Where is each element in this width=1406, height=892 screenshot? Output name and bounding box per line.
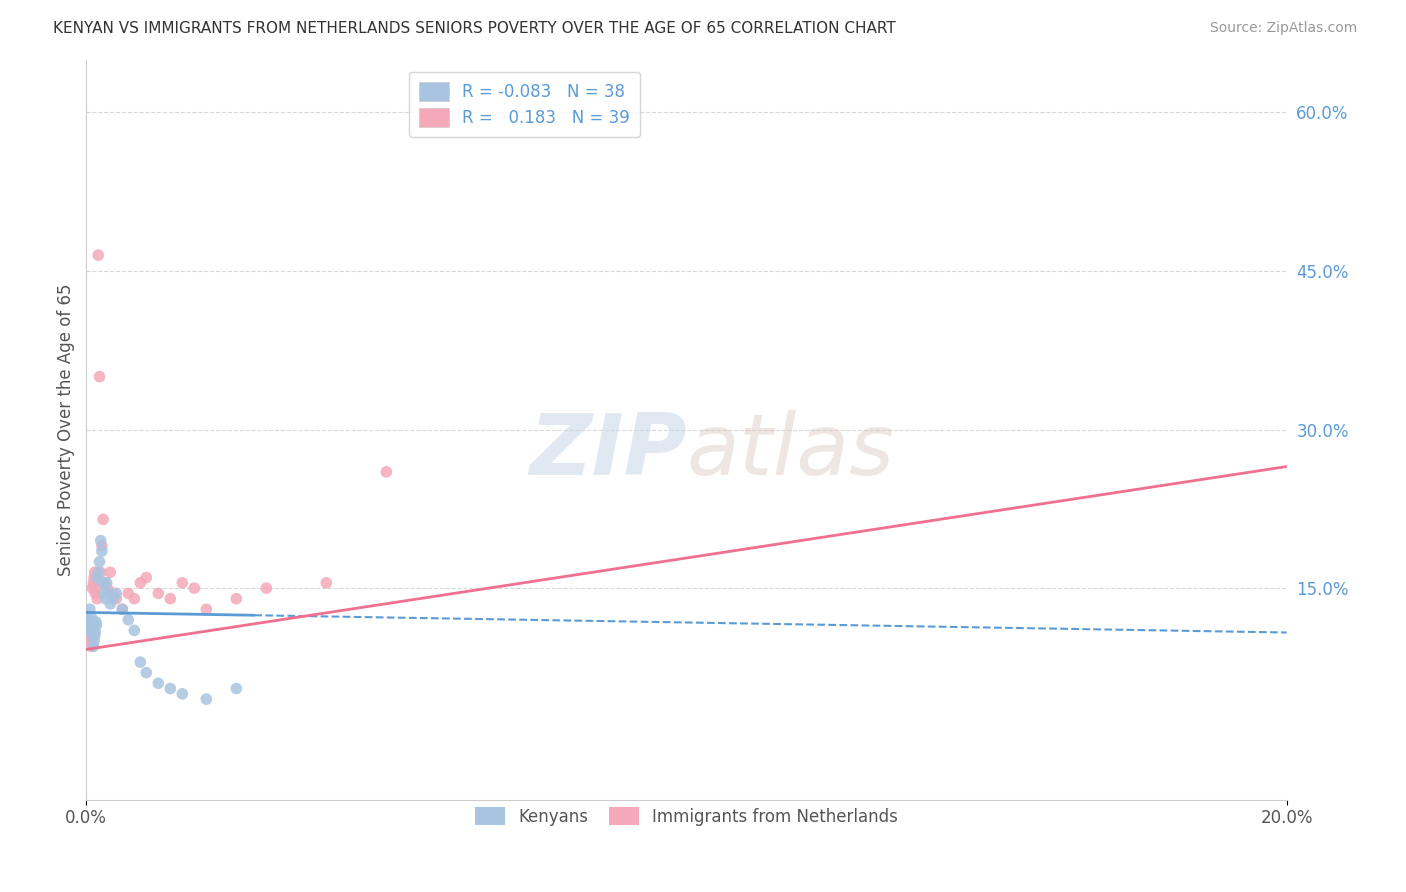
Point bbox=[83, 629, 105, 643]
Point bbox=[84, 586, 107, 600]
Point bbox=[84, 615, 107, 629]
Point bbox=[124, 624, 146, 638]
Point bbox=[90, 544, 112, 558]
Point bbox=[79, 621, 101, 635]
Point bbox=[84, 625, 107, 640]
Point bbox=[79, 634, 101, 648]
Point bbox=[225, 681, 247, 696]
Point bbox=[315, 575, 337, 590]
Point bbox=[117, 613, 139, 627]
Point bbox=[375, 465, 398, 479]
Point bbox=[90, 566, 112, 580]
Point bbox=[159, 681, 181, 696]
Point bbox=[172, 687, 194, 701]
Point bbox=[195, 692, 218, 706]
Point bbox=[84, 581, 107, 595]
Point bbox=[98, 597, 121, 611]
Point bbox=[254, 581, 277, 595]
Point bbox=[80, 629, 103, 643]
Point bbox=[87, 248, 110, 262]
Point bbox=[105, 586, 128, 600]
Text: Source: ZipAtlas.com: Source: ZipAtlas.com bbox=[1209, 21, 1357, 35]
Point bbox=[87, 566, 110, 580]
Point bbox=[79, 618, 101, 632]
Point bbox=[98, 566, 121, 580]
Point bbox=[195, 602, 218, 616]
Point bbox=[91, 575, 114, 590]
Point bbox=[93, 586, 115, 600]
Point bbox=[82, 639, 104, 653]
Text: atlas: atlas bbox=[686, 410, 894, 493]
Point bbox=[159, 591, 181, 606]
Point bbox=[129, 575, 152, 590]
Point bbox=[82, 575, 104, 590]
Point bbox=[103, 586, 125, 600]
Point bbox=[225, 591, 247, 606]
Point bbox=[135, 570, 157, 584]
Point bbox=[83, 566, 105, 580]
Text: ZIP: ZIP bbox=[529, 410, 686, 493]
Point bbox=[86, 618, 108, 632]
Point bbox=[79, 602, 101, 616]
Point bbox=[82, 581, 104, 595]
Point bbox=[80, 625, 103, 640]
Point bbox=[79, 621, 101, 635]
Point bbox=[183, 581, 205, 595]
Point bbox=[96, 575, 118, 590]
Point bbox=[83, 570, 105, 584]
Point bbox=[124, 591, 146, 606]
Point bbox=[77, 607, 100, 622]
Point bbox=[105, 591, 128, 606]
Point bbox=[76, 613, 98, 627]
Point bbox=[83, 634, 105, 648]
Point bbox=[97, 586, 120, 600]
Point bbox=[96, 581, 118, 595]
Point bbox=[80, 639, 103, 653]
Point bbox=[79, 625, 101, 640]
Point bbox=[94, 591, 117, 606]
Point bbox=[77, 615, 100, 629]
Point bbox=[77, 618, 100, 632]
Point bbox=[80, 611, 103, 625]
Point bbox=[129, 655, 152, 669]
Point bbox=[89, 555, 111, 569]
Point bbox=[89, 369, 111, 384]
Point bbox=[93, 575, 115, 590]
Point bbox=[82, 617, 104, 632]
Point bbox=[103, 591, 125, 606]
Point bbox=[172, 575, 194, 590]
Point bbox=[111, 602, 134, 616]
Point bbox=[135, 665, 157, 680]
Point bbox=[77, 615, 100, 629]
Text: KENYAN VS IMMIGRANTS FROM NETHERLANDS SENIORS POVERTY OVER THE AGE OF 65 CORRELA: KENYAN VS IMMIGRANTS FROM NETHERLANDS SE… bbox=[53, 21, 896, 36]
Point bbox=[90, 539, 112, 553]
Legend: Kenyans, Immigrants from Netherlands: Kenyans, Immigrants from Netherlands bbox=[465, 797, 908, 836]
Point bbox=[117, 586, 139, 600]
Point bbox=[76, 613, 98, 627]
Point bbox=[148, 586, 170, 600]
Point bbox=[111, 602, 134, 616]
Point bbox=[86, 591, 108, 606]
Point bbox=[86, 570, 108, 584]
Point bbox=[90, 533, 112, 548]
Point bbox=[148, 676, 170, 690]
Point bbox=[91, 512, 114, 526]
Y-axis label: Seniors Poverty Over the Age of 65: Seniors Poverty Over the Age of 65 bbox=[58, 284, 75, 576]
